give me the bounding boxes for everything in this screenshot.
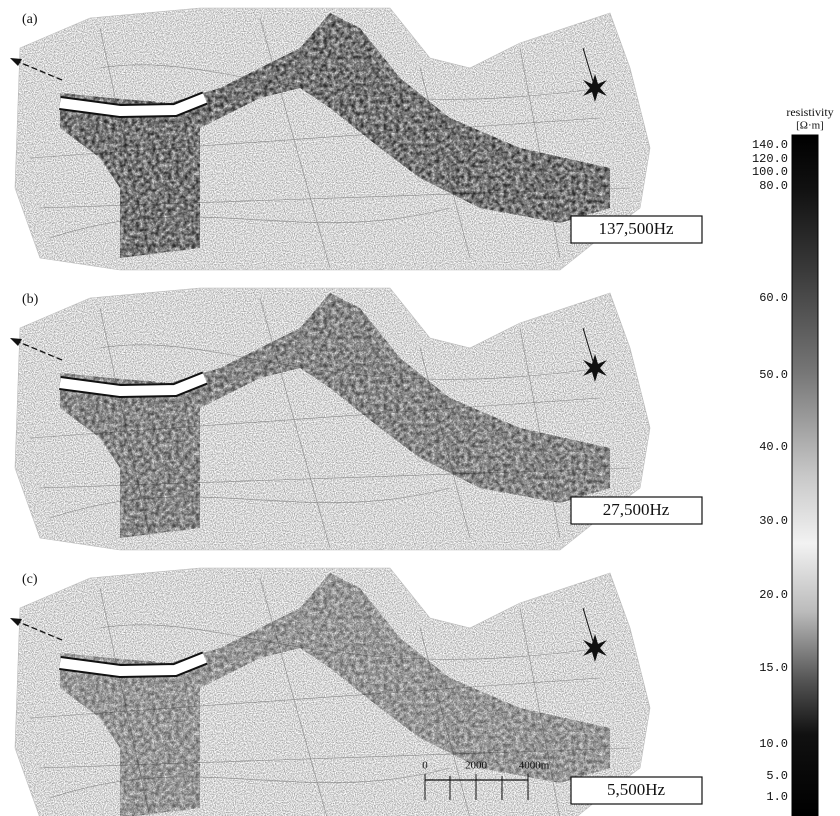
map-panel: (b) 27,500Hz bbox=[10, 288, 702, 550]
frequency-label: 27,500Hz bbox=[603, 500, 670, 519]
frequency-label: 137,500Hz bbox=[598, 219, 674, 238]
scale-label: 0 bbox=[422, 760, 428, 772]
colorbar-tick-label: 120.0 bbox=[752, 152, 788, 166]
map-panel: (a) 137,500Hz bbox=[10, 8, 702, 270]
colorbar-tick-label: 15.0 bbox=[759, 661, 788, 675]
map-panel: (c) 5,500Hz bbox=[10, 568, 702, 816]
figure: (a) 137,500Hz (b) 27,500Hz (c) 5,500Hz resist… bbox=[0, 0, 840, 816]
colorbar-unit: [Ω·m] bbox=[796, 120, 824, 132]
panel-label: (a) bbox=[22, 12, 38, 27]
colorbar-tick-label: 140.0 bbox=[752, 138, 788, 152]
panel-label: (c) bbox=[22, 572, 38, 587]
colorbar-tick-label: 5.0 bbox=[766, 769, 788, 783]
colorbar-tick-label: 60.0 bbox=[759, 291, 788, 305]
colorbar-tick-label: 50.0 bbox=[759, 368, 788, 382]
colorbar-tick-label: 40.0 bbox=[759, 440, 788, 454]
colorbar-tick-label: 100.0 bbox=[752, 165, 788, 179]
colorbar-tick-label: 20.0 bbox=[759, 588, 788, 602]
panels: (a) 137,500Hz (b) 27,500Hz (c) 5,500Hz bbox=[10, 8, 702, 816]
colorbar-tick-label: 30.0 bbox=[759, 514, 788, 528]
colorbar bbox=[792, 135, 818, 816]
colorbar-tick-label: 10.0 bbox=[759, 737, 788, 751]
colorbar-tick-label: 1.0 bbox=[766, 790, 788, 804]
scale-label: 2000 bbox=[465, 760, 488, 772]
frequency-label: 5,500Hz bbox=[607, 780, 666, 799]
colorbar-title: resistivity bbox=[786, 105, 833, 119]
scale-label: 4000m bbox=[519, 760, 550, 772]
colorbar-tick-label: 80.0 bbox=[759, 179, 788, 193]
panel-label: (b) bbox=[22, 292, 39, 307]
